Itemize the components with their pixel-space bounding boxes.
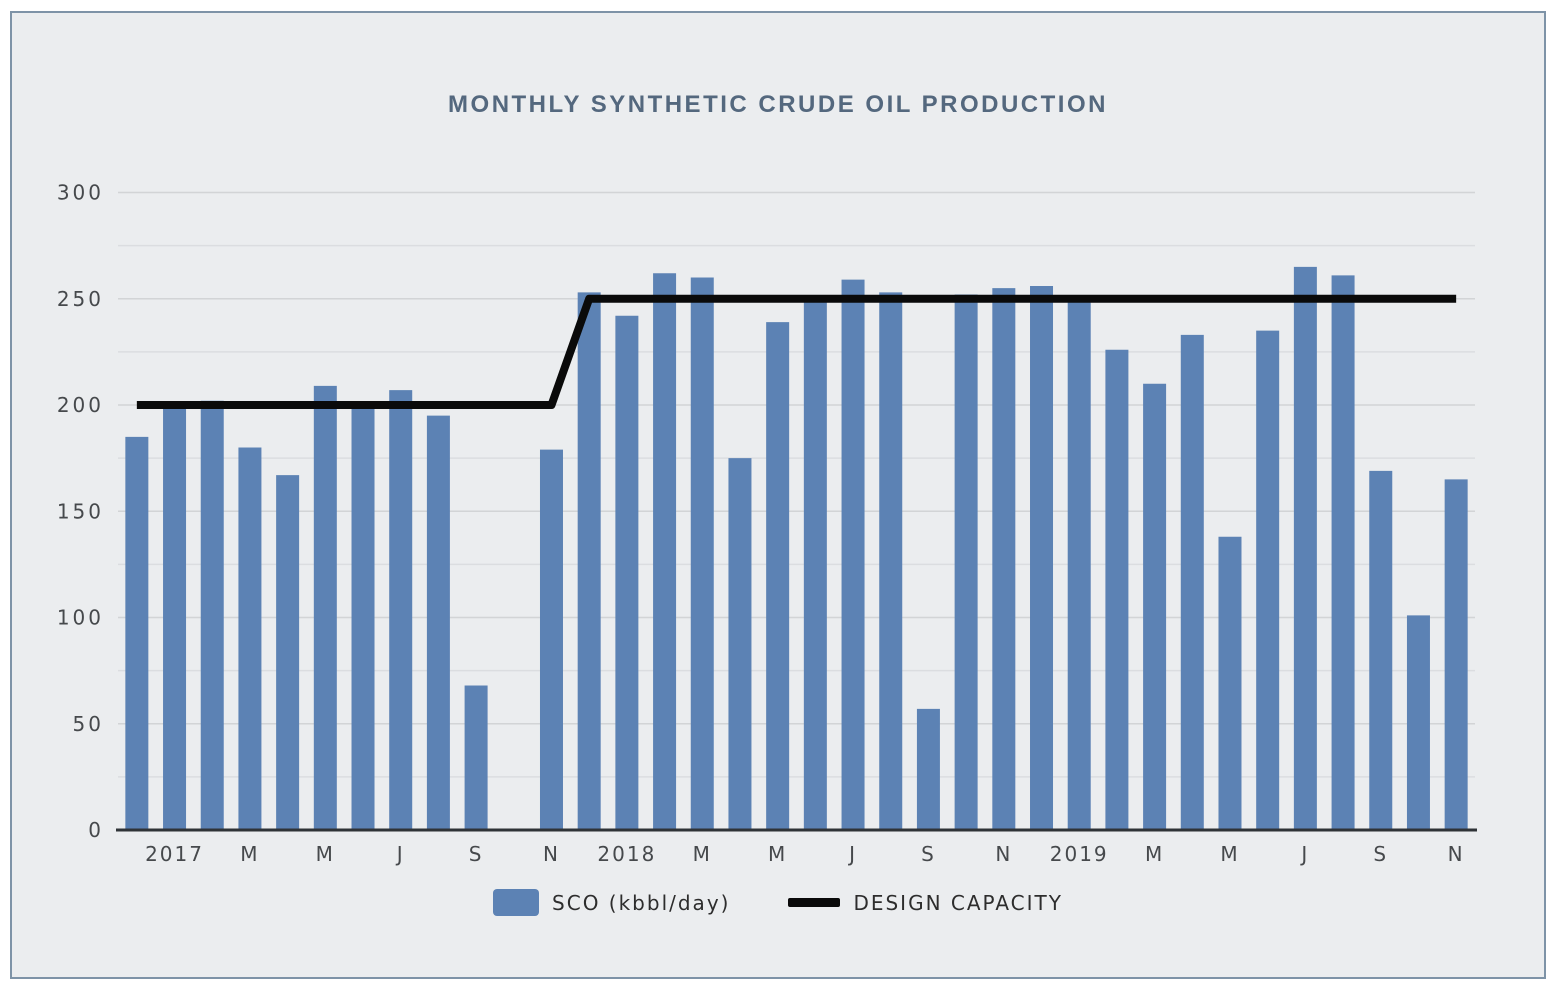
bar-feb-2019[interactable]	[1105, 349, 1129, 830]
legend: SCO (kbbl/day) DESIGN CAPACITY	[12, 889, 1544, 916]
x-tick-label-2019: 2019	[1050, 842, 1109, 866]
sco-swatch-icon	[493, 889, 540, 916]
x-tick-label-may-2017: M	[316, 842, 335, 866]
bar-may-2018[interactable]	[766, 322, 790, 830]
y-tick-label-100: 100	[57, 606, 104, 630]
bar-sep-2019[interactable]	[1369, 470, 1393, 830]
chart-panel: MONTHLY SYNTHETIC CRUDE OIL PRODUCTION 0…	[10, 11, 1546, 979]
bar-oct-2018[interactable]	[954, 294, 978, 831]
x-tick-label-nov-2019: N	[1448, 842, 1465, 866]
x-tick-label-2018: 2018	[597, 842, 656, 866]
x-tick-label-2017: 2017	[145, 842, 204, 866]
y-tick-label-0: 0	[88, 818, 104, 842]
x-tick-label-jul-2019: J	[1299, 842, 1309, 866]
bar-aug-2018[interactable]	[879, 292, 903, 830]
bar-apr-2019[interactable]	[1180, 334, 1204, 830]
x-tick-label-may-2018: M	[768, 842, 787, 866]
bar-jun-2017[interactable]	[351, 407, 375, 830]
bar-aug-2017[interactable]	[426, 415, 450, 830]
bar-oct-2019[interactable]	[1406, 615, 1430, 830]
legend-item-capacity[interactable]: DESIGN CAPACITY	[788, 891, 1063, 915]
bar-dec-2016[interactable]	[125, 436, 149, 830]
bar-nov-2018[interactable]	[992, 288, 1016, 830]
bar-jan-2017[interactable]	[163, 407, 187, 830]
capacity-line-icon	[788, 898, 841, 907]
x-tick-label-nov-2018: N	[995, 842, 1012, 866]
bar-apr-2018[interactable]	[728, 458, 752, 830]
y-tick-label-300: 300	[57, 181, 104, 205]
bar-nov-2017[interactable]	[539, 449, 563, 830]
bar-nov-2019[interactable]	[1444, 479, 1468, 830]
x-tick-label-jul-2018: J	[847, 842, 857, 866]
x-tick-label-mar-2018: M	[693, 842, 712, 866]
x-tick-label-jul-2017: J	[395, 842, 405, 866]
design-capacity-line[interactable]	[136, 294, 1457, 409]
x-tick-label-sep-2017: S	[469, 842, 484, 866]
bar-sep-2017[interactable]	[464, 685, 488, 831]
x-tick-label-mar-2019: M	[1145, 842, 1164, 866]
y-tick-label-200: 200	[57, 393, 104, 417]
bar-may-2019[interactable]	[1218, 536, 1242, 830]
bar-feb-2018[interactable]	[653, 273, 677, 830]
bar-apr-2017[interactable]	[276, 475, 300, 830]
x-tick-label-sep-2019: S	[1373, 842, 1388, 866]
bar-sep-2018[interactable]	[916, 708, 940, 830]
y-tick-label-150: 150	[57, 499, 104, 523]
legend-capacity-label: DESIGN CAPACITY	[853, 890, 1063, 915]
bar-dec-2018[interactable]	[1030, 286, 1054, 830]
bar-jun-2018[interactable]	[803, 298, 827, 830]
x-tick-label-sep-2018: S	[921, 842, 936, 866]
x-tick-label-mar-2017: M	[240, 842, 259, 866]
bar-jul-2017[interactable]	[389, 390, 413, 830]
bar-jul-2019[interactable]	[1293, 266, 1317, 830]
bar-dec-2017[interactable]	[577, 292, 601, 830]
bar-jan-2018[interactable]	[615, 315, 639, 830]
production-chart: 0 50 100 150 200 250 300 2017 M M J S N 2018 M M J S N 2019…	[57, 181, 1477, 866]
bar-jul-2018[interactable]	[841, 279, 865, 830]
legend-sco-label: SCO (kbbl/day)	[552, 890, 731, 915]
bar-jan-2019[interactable]	[1067, 300, 1091, 830]
y-tick-label-250: 250	[57, 287, 104, 311]
chart-title: MONTHLY SYNTHETIC CRUDE OIL PRODUCTION	[448, 91, 1108, 118]
bar-feb-2017[interactable]	[200, 400, 224, 830]
bar-mar-2019[interactable]	[1143, 383, 1167, 830]
bar-jun-2019[interactable]	[1256, 330, 1280, 830]
legend-item-sco[interactable]: SCO (kbbl/day)	[493, 889, 730, 916]
bar-aug-2019[interactable]	[1331, 275, 1355, 830]
x-tick-label-nov-2017: N	[543, 842, 560, 866]
bar-mar-2017[interactable]	[238, 447, 262, 831]
bar-mar-2018[interactable]	[690, 277, 714, 831]
y-tick-label-50: 50	[73, 712, 104, 736]
x-tick-label-may-2019: M	[1220, 842, 1239, 866]
bar-may-2017[interactable]	[313, 385, 337, 830]
